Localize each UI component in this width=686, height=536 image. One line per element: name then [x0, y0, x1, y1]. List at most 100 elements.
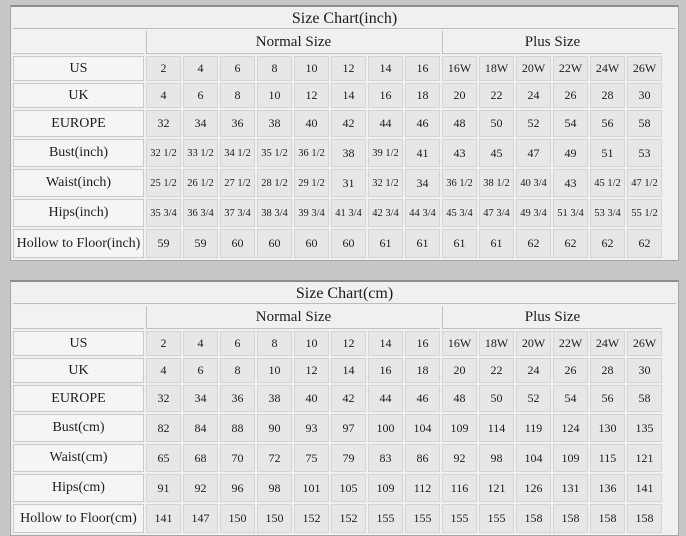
size-cell: 59 — [146, 229, 181, 258]
size-cell: 36 — [220, 110, 255, 137]
size-cell: 12 — [294, 358, 329, 383]
size-cell: 131 — [553, 474, 588, 502]
size-cell: 65 — [146, 444, 181, 472]
size-cell: 26 — [553, 83, 588, 108]
size-cell: 49 — [553, 139, 588, 167]
size-cell: 18W — [479, 331, 514, 356]
size-cell: 155 — [479, 504, 514, 533]
spacer-cell — [664, 385, 676, 412]
size-chart-cm-section: Size Chart(cm) Normal Size Plus Size US 2 4 6 8… — [10, 280, 680, 536]
size-cell: 46 — [405, 385, 440, 412]
size-cell: 91 — [146, 474, 181, 502]
size-cell: 20 — [442, 83, 477, 108]
size-cell: 10 — [294, 56, 329, 81]
size-cell: 56 — [590, 110, 625, 137]
spacer-cell — [664, 110, 676, 137]
group-header: Normal Size — [146, 31, 440, 54]
size-cell: 70 — [220, 444, 255, 472]
row-label: Bust(inch) — [13, 139, 144, 167]
size-cell: 43 — [442, 139, 477, 167]
size-cell: 105 — [331, 474, 366, 502]
size-cell: 26W — [627, 331, 662, 356]
size-cell: 98 — [257, 474, 292, 502]
size-cell: 14 — [368, 56, 403, 81]
size-cell: 24W — [590, 56, 625, 81]
size-cell: 36 3/4 — [183, 199, 218, 227]
size-cell: 97 — [331, 414, 366, 442]
size-cell: 4 — [146, 83, 181, 108]
size-cell: 54 — [553, 110, 588, 137]
size-cell: 34 — [183, 385, 218, 412]
size-cell: 47 3/4 — [479, 199, 514, 227]
size-cell: 8 — [220, 358, 255, 383]
size-cell: 121 — [627, 444, 662, 472]
size-cell: 92 — [183, 474, 218, 502]
size-cell: 22W — [553, 331, 588, 356]
size-cell: 44 — [368, 110, 403, 137]
row-label: Hips(cm) — [13, 474, 144, 502]
table-title: Size Chart(inch) — [13, 9, 677, 29]
size-cell: 60 — [331, 229, 366, 258]
row-label: EUROPE — [13, 110, 144, 137]
size-cell: 24 — [516, 83, 551, 108]
size-cell: 48 — [442, 110, 477, 137]
size-cell: 16 — [368, 83, 403, 108]
size-cell: 155 — [368, 504, 403, 533]
size-cell: 32 1/2 — [368, 169, 403, 197]
size-cell: 62 — [590, 229, 625, 258]
size-cell: 6 — [220, 56, 255, 81]
size-cell: 98 — [479, 444, 514, 472]
spacer-cell — [664, 358, 676, 383]
size-cell: 136 — [590, 474, 625, 502]
size-cell: 20W — [516, 331, 551, 356]
size-cell: 40 3/4 — [516, 169, 551, 197]
size-cell: 141 — [146, 504, 181, 533]
size-cell: 36 1/2 — [442, 169, 477, 197]
size-cell: 30 — [627, 83, 662, 108]
size-cell: 150 — [220, 504, 255, 533]
size-cell: 158 — [553, 504, 588, 533]
size-cell: 14 — [331, 358, 366, 383]
size-cell: 20W — [516, 56, 551, 81]
size-cell: 36 1/2 — [294, 139, 329, 167]
size-cell: 34 — [183, 110, 218, 137]
size-cell: 22 — [479, 358, 514, 383]
table-row: Waist(inch) 25 1/2 26 1/2 27 1/2 28 1/2 29 1/… — [13, 169, 676, 197]
size-cell: 61 — [442, 229, 477, 258]
spacer-cell — [664, 474, 676, 502]
size-cell: 116 — [442, 474, 477, 502]
size-cell: 158 — [590, 504, 625, 533]
size-cell: 26W — [627, 56, 662, 81]
spacer-cell — [664, 306, 676, 329]
size-cell: 100 — [368, 414, 403, 442]
size-cell: 58 — [627, 385, 662, 412]
group-header: Plus Size — [442, 306, 662, 329]
size-cell: 62 — [627, 229, 662, 258]
size-cell: 10 — [257, 83, 292, 108]
size-cell: 16 — [405, 331, 440, 356]
size-cell: 33 1/2 — [183, 139, 218, 167]
table-row: Bust(cm) 82 84 88 90 93 97 100 104 109 114 119 124 13… — [13, 414, 676, 442]
size-cell: 109 — [553, 444, 588, 472]
table-row: UK 4 6 8 10 12 14 16 18 20 22 24 26 28 30 — [13, 83, 676, 108]
size-cell: 54 — [553, 385, 588, 412]
size-cell: 55 1/2 — [627, 199, 662, 227]
spacer-cell — [664, 414, 676, 442]
size-cell: 88 — [220, 414, 255, 442]
size-chart-cm-table: Size Chart(cm) Normal Size Plus Size US 2 4 6 8… — [10, 280, 680, 536]
size-cell: 28 1/2 — [257, 169, 292, 197]
size-cell: 104 — [516, 444, 551, 472]
size-cell: 18W — [479, 56, 514, 81]
size-cell: 48 — [442, 385, 477, 412]
size-cell: 52 — [516, 385, 551, 412]
table-row: EUROPE 32 34 36 38 40 42 44 46 48 50 52 54 56 58 — [13, 110, 676, 137]
size-cell: 38 — [331, 139, 366, 167]
size-cell: 24W — [590, 331, 625, 356]
row-label: Bust(cm) — [13, 414, 144, 442]
size-cell: 30 — [627, 358, 662, 383]
size-chart-inch-table: Size Chart(inch) Normal Size Plus Size US 2 4… — [10, 5, 680, 261]
size-cell: 47 1/2 — [627, 169, 662, 197]
size-cell: 53 — [627, 139, 662, 167]
row-label: Hollow to Floor(cm) — [13, 504, 144, 533]
size-cell: 155 — [442, 504, 477, 533]
